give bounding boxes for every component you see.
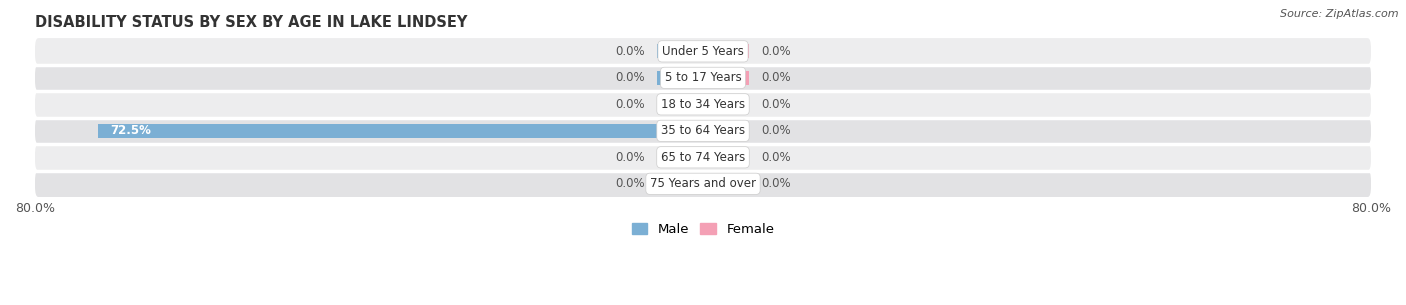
- Text: 0.0%: 0.0%: [762, 45, 792, 58]
- Text: DISABILITY STATUS BY SEX BY AGE IN LAKE LINDSEY: DISABILITY STATUS BY SEX BY AGE IN LAKE …: [35, 15, 467, 30]
- Text: 0.0%: 0.0%: [762, 151, 792, 164]
- FancyBboxPatch shape: [35, 118, 1371, 144]
- FancyBboxPatch shape: [35, 144, 1371, 170]
- Bar: [657, 150, 703, 164]
- Text: Under 5 Years: Under 5 Years: [662, 45, 744, 58]
- Text: Source: ZipAtlas.com: Source: ZipAtlas.com: [1281, 9, 1399, 19]
- Text: 0.0%: 0.0%: [614, 177, 644, 190]
- Text: 0.0%: 0.0%: [762, 71, 792, 84]
- Text: 0.0%: 0.0%: [614, 98, 644, 111]
- Bar: [657, 97, 703, 111]
- Text: 75 Years and over: 75 Years and over: [650, 177, 756, 190]
- Text: 65 to 74 Years: 65 to 74 Years: [661, 151, 745, 164]
- Bar: [703, 177, 749, 191]
- Bar: [703, 150, 749, 164]
- Text: 0.0%: 0.0%: [614, 151, 644, 164]
- Text: 5 to 17 Years: 5 to 17 Years: [665, 71, 741, 84]
- Bar: [657, 45, 703, 58]
- Bar: [703, 124, 749, 138]
- Text: 0.0%: 0.0%: [762, 124, 792, 137]
- Bar: [657, 71, 703, 85]
- Text: 72.5%: 72.5%: [110, 124, 150, 137]
- FancyBboxPatch shape: [35, 170, 1371, 197]
- FancyBboxPatch shape: [35, 91, 1371, 118]
- FancyBboxPatch shape: [35, 38, 1371, 65]
- Text: 0.0%: 0.0%: [762, 177, 792, 190]
- Text: 0.0%: 0.0%: [762, 98, 792, 111]
- Text: 0.0%: 0.0%: [614, 45, 644, 58]
- Bar: [703, 45, 749, 58]
- Text: 0.0%: 0.0%: [614, 71, 644, 84]
- Text: 35 to 64 Years: 35 to 64 Years: [661, 124, 745, 137]
- Text: 18 to 34 Years: 18 to 34 Years: [661, 98, 745, 111]
- Bar: [703, 97, 749, 111]
- Legend: Male, Female: Male, Female: [626, 218, 780, 241]
- FancyBboxPatch shape: [35, 65, 1371, 91]
- Bar: [97, 124, 703, 138]
- Bar: [703, 71, 749, 85]
- Bar: [657, 177, 703, 191]
